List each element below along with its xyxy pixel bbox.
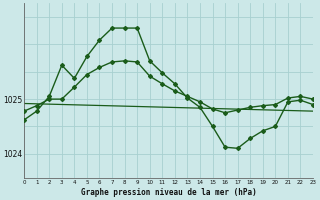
X-axis label: Graphe pression niveau de la mer (hPa): Graphe pression niveau de la mer (hPa): [81, 188, 256, 197]
